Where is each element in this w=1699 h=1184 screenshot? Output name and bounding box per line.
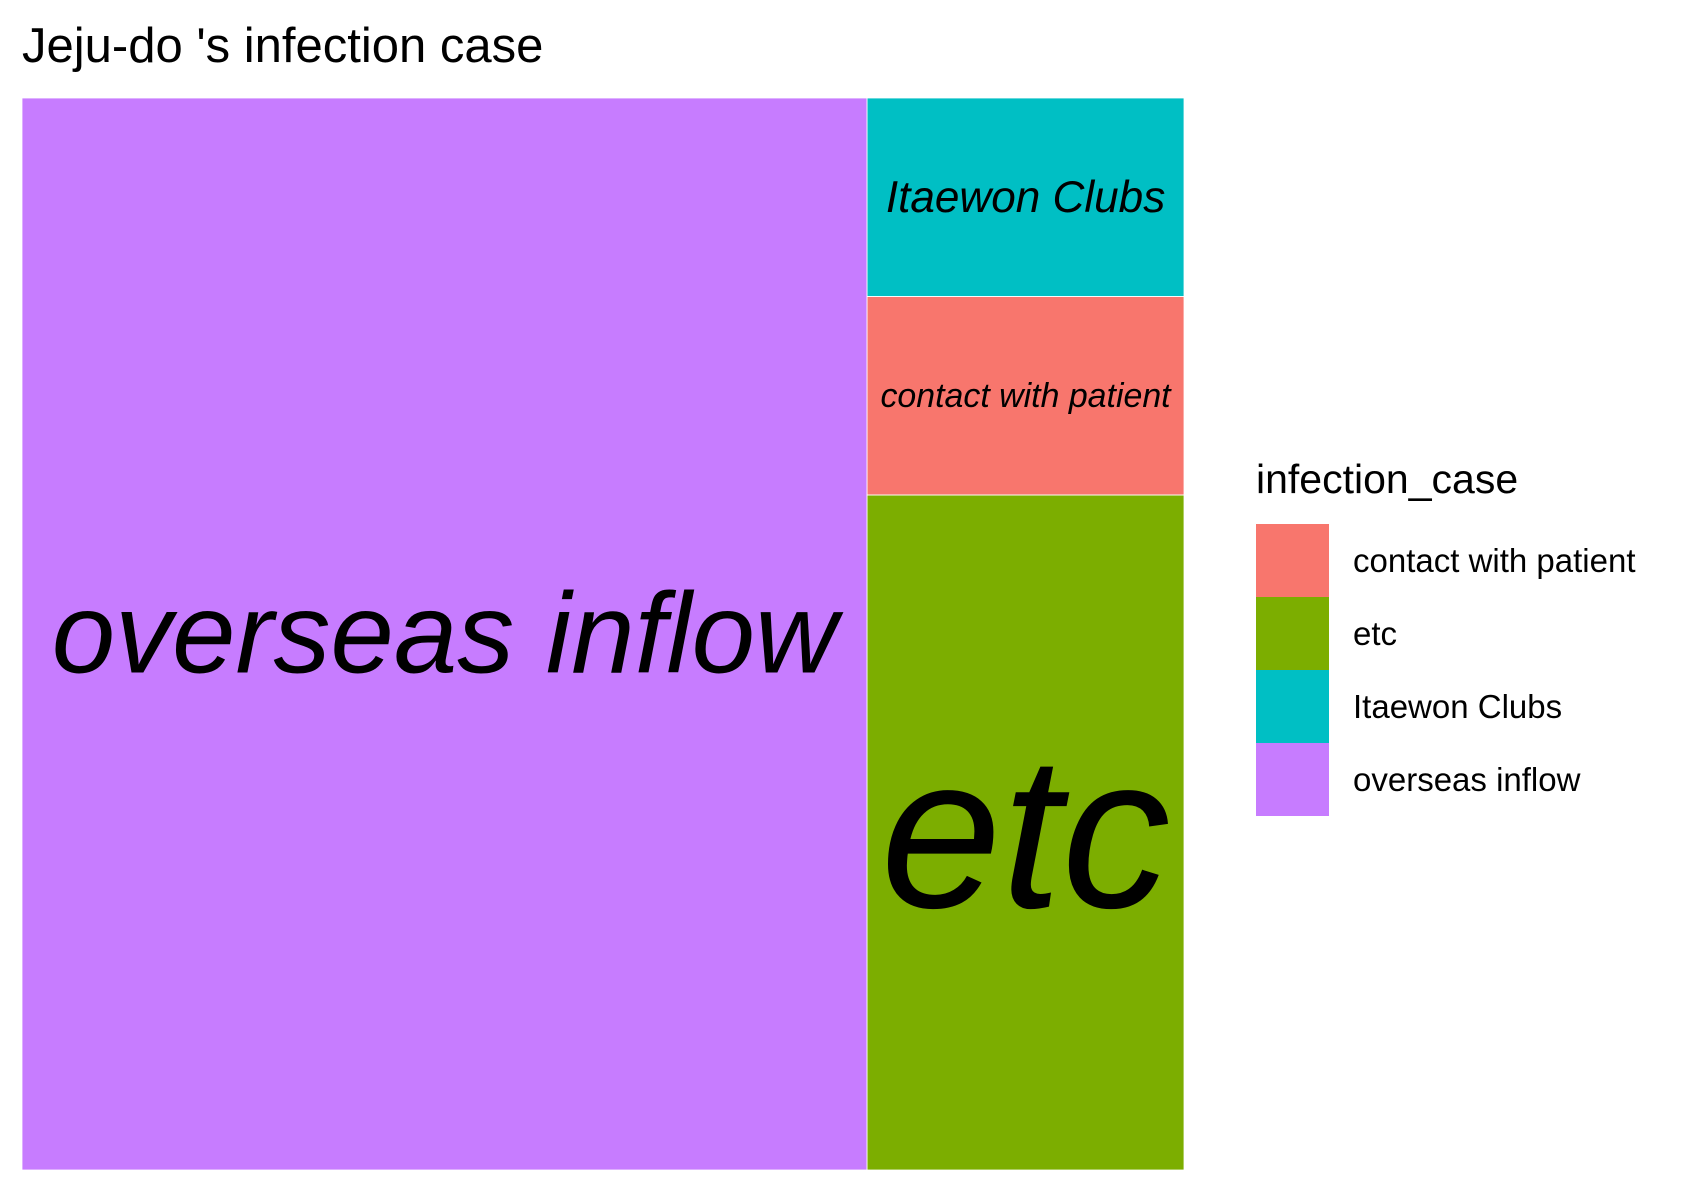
tile-contact-with-patient xyxy=(867,296,1184,496)
legend-label-etc: etc xyxy=(1353,615,1397,652)
tile-label-overseas-inflow: overseas inflow xyxy=(52,571,844,698)
tile-etc xyxy=(867,495,1184,1170)
tile-border-etc xyxy=(866,494,1185,1171)
tile-overseas-inflow xyxy=(22,98,868,1170)
legend-title: infection_case xyxy=(1256,456,1518,502)
legend: infection_case contact with patient etc It… xyxy=(1256,456,1636,816)
tile-label-contact-with-patient: contact with patient xyxy=(880,377,1172,415)
tile-label-etc: etc xyxy=(881,711,1171,954)
legend-key-itaewon-clubs xyxy=(1256,670,1329,743)
tile-label-itaewon-clubs: Itaewon Clubs xyxy=(886,173,1165,222)
legend-label-itaewon-clubs: Itaewon Clubs xyxy=(1353,688,1562,725)
legend-label-overseas-inflow: overseas inflow xyxy=(1353,761,1581,798)
treemap-tiles: overseas inflow Itaewon Clubs contact with… xyxy=(21,97,1185,1171)
chart-title: Jeju-do 's infection case xyxy=(22,19,543,73)
legend-key-etc xyxy=(1256,597,1329,670)
legend-label-contact-with-patient: contact with patient xyxy=(1353,542,1636,579)
legend-key-overseas-inflow xyxy=(1256,743,1329,816)
legend-key-contact-with-patient xyxy=(1256,524,1329,597)
legend-items: contact with patient etc Itaewon Clubs over… xyxy=(1256,524,1636,816)
tile-itaewon-clubs xyxy=(867,98,1184,297)
